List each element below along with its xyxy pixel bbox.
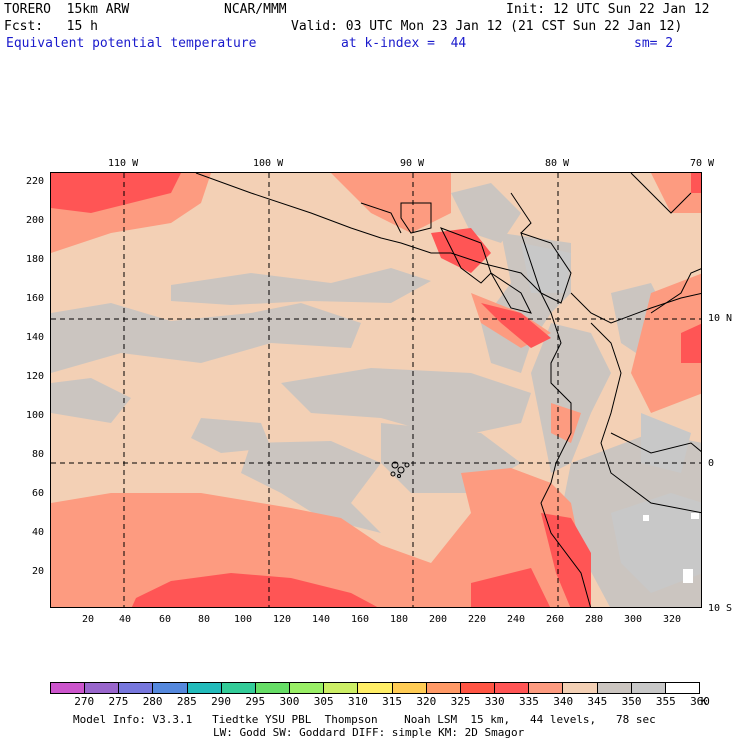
colorbar-label-6: 300 xyxy=(279,695,300,708)
x-label-220: 220 xyxy=(468,614,487,625)
y-label-140: 140 xyxy=(25,332,44,343)
model-info-line-2: LW: Godd SW: Goddard DIFF: simple KM: 2D… xyxy=(213,726,525,739)
field-title: Equivalent potential temperature xyxy=(6,36,257,51)
y-label-60: 60 xyxy=(31,488,44,499)
level-label: at k-index = 44 xyxy=(341,36,467,51)
theta-e-field-map xyxy=(51,173,701,607)
colorbar-swatch-13 xyxy=(495,683,530,693)
forecast-hour: Fcst: 15 h xyxy=(4,19,98,34)
colorbar-label-2: 280 xyxy=(142,695,163,708)
y-label-220: 220 xyxy=(25,176,44,187)
y-label-180: 180 xyxy=(25,254,44,265)
x-label-180: 180 xyxy=(390,614,409,625)
x-label-60: 60 xyxy=(159,614,172,625)
lat-label-10s: 10 S xyxy=(708,603,733,614)
org-label: NCAR/MMM xyxy=(224,2,287,17)
colorbar-label-3: 285 xyxy=(176,695,197,708)
coastlines xyxy=(195,173,701,607)
y-label-200: 200 xyxy=(25,215,44,226)
colorbar-swatch-10 xyxy=(392,683,427,693)
colorbar-label-15: 345 xyxy=(587,695,608,708)
colorbar-label-14: 340 xyxy=(553,695,574,708)
colorbar-label-0: 270 xyxy=(74,695,95,708)
colorbar-label-5: 295 xyxy=(245,695,266,708)
init-time: Init: 12 UTC Sun 22 Jan 12 xyxy=(506,2,710,17)
x-label-240: 240 xyxy=(507,614,526,625)
lon-label-100w: 100 W xyxy=(253,158,284,169)
x-label-120: 120 xyxy=(273,614,292,625)
graticule xyxy=(51,173,701,607)
colorbar-label-19: K xyxy=(700,695,708,708)
colorbar-label-1: 275 xyxy=(108,695,129,708)
colorbar-swatch-8 xyxy=(324,683,359,693)
y-label-80: 80 xyxy=(31,449,44,460)
x-label-140: 140 xyxy=(312,614,331,625)
lon-label-110w: 110 W xyxy=(108,158,139,169)
x-label-200: 200 xyxy=(429,614,448,625)
colorbar-swatch-1 xyxy=(85,683,120,693)
y-label-20: 20 xyxy=(31,566,44,577)
colorbar-swatch-18 xyxy=(665,683,699,693)
y-label-160: 160 xyxy=(25,293,44,304)
y-label-100: 100 xyxy=(25,410,44,421)
colorbar-swatch-17 xyxy=(631,683,666,693)
colorbar-swatch-11 xyxy=(426,683,461,693)
theta-e-355-360-spots xyxy=(643,513,699,583)
lat-label-0: 0 xyxy=(708,458,715,469)
colorbar-swatch-0 xyxy=(51,683,86,693)
model-label: TORERO 15km ARW xyxy=(4,2,130,17)
colorbar-label-13: 335 xyxy=(519,695,539,708)
x-label-160: 160 xyxy=(351,614,370,625)
y-label-40: 40 xyxy=(31,527,44,538)
x-label-260: 260 xyxy=(546,614,565,625)
lon-label-90w: 90 W xyxy=(400,158,425,169)
x-label-20: 20 xyxy=(82,614,95,625)
x-label-40: 40 xyxy=(119,614,132,625)
colorbar-label-7: 305 xyxy=(313,695,334,708)
colorbar-label-18: 360 xyxy=(690,695,710,708)
colorbar-labels: 270 275 280 285 290 295 300 305 310 315 320 325 330 3… xyxy=(0,695,740,709)
colorbar-swatch-7 xyxy=(290,683,325,693)
x-label-300: 300 xyxy=(624,614,643,625)
colorbar-swatch-6 xyxy=(255,683,291,693)
x-label-280: 280 xyxy=(585,614,604,625)
colorbar-swatch-2 xyxy=(119,683,154,693)
colorbar-swatch-9 xyxy=(358,683,393,693)
smoothing-label: sm= 2 xyxy=(634,36,674,51)
lon-label-70w: 70 W xyxy=(690,158,715,169)
colorbar-swatch-14 xyxy=(529,683,564,693)
map-panel xyxy=(50,172,702,608)
x-label-100: 100 xyxy=(234,614,253,625)
model-info-line-1: Model Info: V3.3.1 Tiedtke YSU PBL Thomp… xyxy=(73,713,656,726)
valid-time: Valid: 03 UTC Mon 23 Jan 12 (21 CST Sun … xyxy=(291,19,683,34)
colorbar-swatch-16 xyxy=(597,683,632,693)
colorbar xyxy=(50,682,700,694)
y-label-120: 120 xyxy=(25,371,44,382)
colorbar-swatch-12 xyxy=(460,683,496,693)
colorbar-label-4: 290 xyxy=(211,695,231,708)
colorbar-label-17: 355 xyxy=(655,695,676,708)
galapagos-islands xyxy=(390,461,410,478)
colorbar-swatch-4 xyxy=(187,683,222,693)
x-label-80: 80 xyxy=(198,614,211,625)
colorbar-label-16: 350 xyxy=(621,695,642,708)
lon-label-80w: 80 W xyxy=(545,158,570,169)
colorbar-label-11: 325 xyxy=(450,695,471,708)
colorbar-label-8: 310 xyxy=(347,695,368,708)
colorbar-label-12: 330 xyxy=(484,695,505,708)
x-label-320: 320 xyxy=(663,614,682,625)
colorbar-swatch-3 xyxy=(153,683,188,693)
colorbar-label-10: 320 xyxy=(416,695,437,708)
colorbar-swatch-15 xyxy=(563,683,598,693)
theta-e-330-335-regions xyxy=(51,173,701,607)
lat-label-10n: 10 N xyxy=(708,313,733,324)
colorbar-label-9: 315 xyxy=(382,695,403,708)
colorbar-swatch-5 xyxy=(221,683,256,693)
